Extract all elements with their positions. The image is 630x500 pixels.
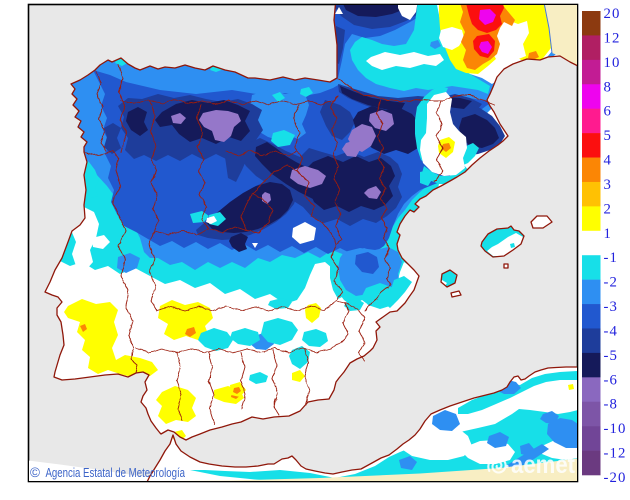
svg-text:-8: -8 [604, 397, 619, 413]
svg-text:5: 5 [604, 128, 613, 144]
svg-text:-3: -3 [604, 299, 619, 315]
svg-text:©: © [30, 465, 40, 480]
svg-text:-1: -1 [604, 250, 619, 266]
svg-text:-5: -5 [604, 348, 619, 364]
svg-text:Agencia Estatal de Meteorologí: Agencia Estatal de Meteorología [46, 466, 186, 480]
svg-text:10: 10 [604, 55, 621, 71]
svg-text:-20: -20 [604, 470, 627, 486]
svg-text:8: 8 [604, 79, 613, 95]
svg-text:12: 12 [604, 30, 621, 46]
svg-text:20: 20 [604, 6, 621, 22]
svg-text:4: 4 [604, 153, 613, 169]
svg-text:-2: -2 [604, 275, 619, 291]
svg-text:-6: -6 [604, 372, 619, 388]
svg-text:-12: -12 [604, 446, 627, 462]
svg-text:3: 3 [604, 177, 613, 193]
svg-text:1: 1 [604, 226, 613, 242]
svg-text:aemet: aemet [511, 451, 576, 479]
svg-text:6: 6 [604, 104, 613, 120]
svg-text:-10: -10 [604, 421, 627, 437]
svg-text:-4: -4 [604, 323, 619, 339]
svg-text:2: 2 [604, 201, 613, 217]
